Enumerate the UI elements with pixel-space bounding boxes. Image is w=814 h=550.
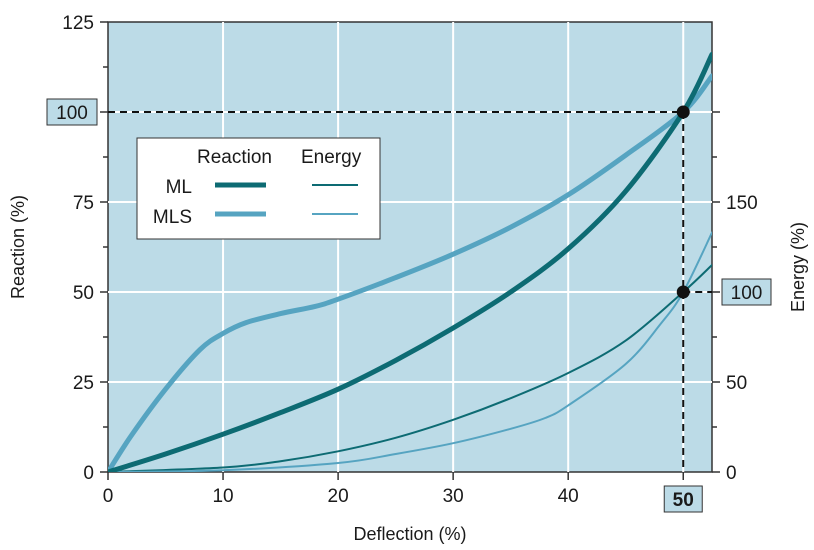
markers — [676, 105, 690, 299]
highlight-y-box — [46, 98, 98, 126]
plot-area — [107, 21, 713, 473]
y2-tick-label: 150 — [726, 193, 758, 214]
y2-tick-label: 50 — [726, 373, 747, 394]
y-axis-title: Reaction (%) — [8, 195, 28, 299]
tick-labels: 0 10 20 30 40 0 25 50 75 125 0 50 150 — [62, 13, 757, 507]
y-tick-label: 125 — [62, 13, 94, 34]
highlight-x-box — [663, 485, 703, 513]
x-axis-title: Deflection (%) — [353, 524, 466, 544]
series-lines — [108, 51, 712, 472]
series-mls-energy — [108, 231, 712, 472]
series-mls-reaction — [108, 73, 712, 472]
legend-row-ml: ML — [166, 177, 192, 198]
series-ml-reaction — [108, 51, 712, 472]
highlight-x-label: 50 — [673, 490, 694, 511]
legend-header-energy: Energy — [301, 147, 362, 168]
series-ml-energy — [108, 264, 712, 472]
x-tick-label: 30 — [443, 486, 464, 507]
x-tick-label: 10 — [212, 486, 233, 507]
highlight-y2-box — [721, 278, 772, 306]
y-tick-label: 50 — [73, 283, 94, 304]
highlight-y-label: 100 — [56, 103, 88, 124]
y2-axis-title: Energy (%) — [788, 222, 808, 312]
legend-row-mls: MLS — [153, 207, 192, 228]
legend-header-reaction: Reaction — [197, 147, 272, 168]
x-tick-label: 40 — [558, 486, 579, 507]
marker-point-0 — [676, 105, 690, 119]
x-tick-label: 0 — [103, 486, 114, 507]
y2-tick-label: 0 — [726, 463, 737, 484]
y-tick-label: 75 — [73, 193, 94, 214]
legend-box — [136, 137, 381, 240]
ticks — [100, 21, 720, 480]
marker-point-1 — [676, 285, 690, 299]
y-tick-label: 0 — [83, 463, 94, 484]
highlight-y2-label: 100 — [731, 283, 763, 304]
y-tick-label: 25 — [73, 373, 94, 394]
legend: Reaction Energy ML MLS — [136, 137, 381, 240]
x-tick-label: 20 — [328, 486, 349, 507]
highlight-labels: 100 100 50 — [46, 98, 772, 513]
